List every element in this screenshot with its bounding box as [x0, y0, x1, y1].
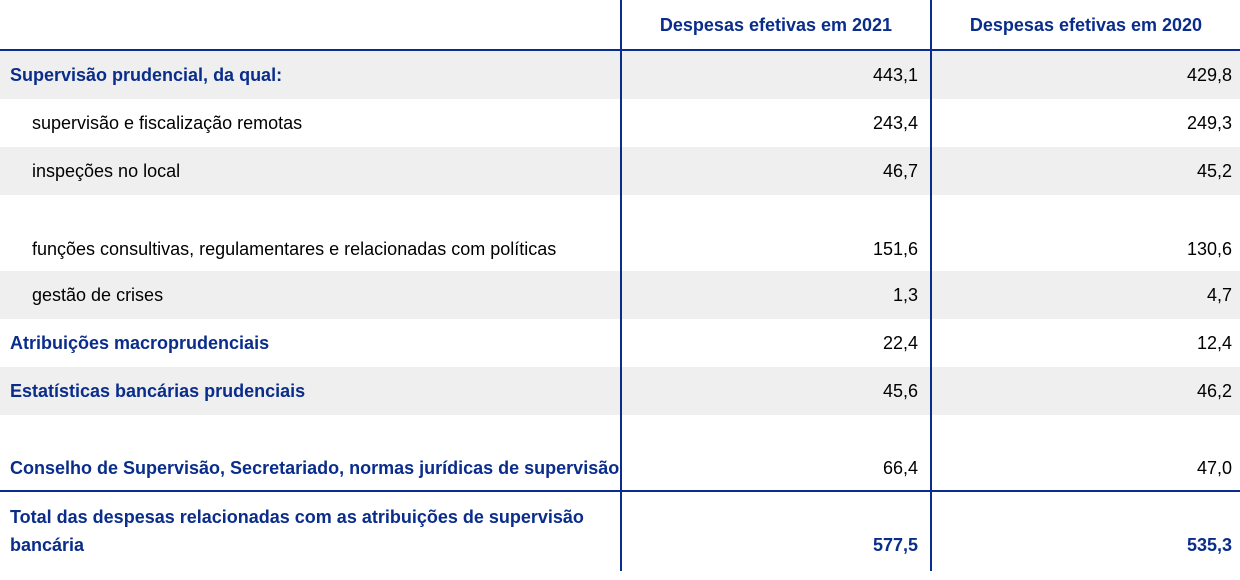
value-cell: 47,0	[930, 415, 1240, 491]
column-header: Despesas efetivas em 2020	[930, 0, 1240, 51]
row-label: Supervisão prudencial, da qual:	[0, 50, 621, 99]
table-row: supervisão e fiscalização remotas 243,4 24…	[0, 99, 1240, 147]
value-cell: 12,4	[930, 319, 1240, 367]
value-cell: 1,3	[620, 271, 931, 319]
value-cell: 45,6	[620, 367, 931, 415]
value-cell: 45,2	[930, 147, 1240, 195]
value-cell: 46,2	[930, 367, 1240, 415]
table-row: gestão de crises 1,3 4,7	[0, 271, 1240, 319]
value-cell: 151,6	[620, 195, 931, 271]
value-cell: 577,5	[620, 490, 931, 571]
value-cell: 249,3	[930, 99, 1240, 147]
value-cell: 443,1	[620, 50, 931, 99]
row-label: Atribuições macroprudenciais	[10, 333, 270, 353]
row-label: Conselho de Supervisão, Secretariado, no…	[10, 458, 620, 478]
row-label: gestão de crises	[0, 271, 621, 319]
table-row: Atribuições macroprudenciais 22,4 12,4	[0, 319, 1240, 367]
value-cell: 66,4	[620, 415, 931, 491]
row-label: inspeções no local	[0, 147, 621, 195]
row-label: funções consultivas, regulamentares e re…	[32, 239, 557, 259]
column-header: Despesas efetivas em 2021	[620, 0, 931, 51]
table-row: inspeções no local 46,7 45,2	[0, 147, 1240, 195]
table-row: Supervisão prudencial, da qual: 443,1 429,…	[0, 50, 1240, 99]
row-label: supervisão e fiscalização remotas	[32, 113, 303, 133]
row-label: Estatísticas bancárias prudenciais	[0, 367, 621, 415]
row-label: Total das despesas relacionadas com as a…	[0, 490, 621, 571]
value-cell: 429,8	[930, 50, 1240, 99]
value-cell: 243,4	[620, 99, 931, 147]
header-empty	[0, 0, 621, 51]
value-cell: 535,3	[930, 490, 1240, 571]
table-row: Estatísticas bancárias prudenciais 45,6 46…	[0, 367, 1240, 415]
value-cell: 46,7	[620, 147, 931, 195]
value-cell: 22,4	[620, 319, 931, 367]
value-cell: 130,6	[930, 195, 1240, 271]
value-cell: 4,7	[930, 271, 1240, 319]
table-row: funções consultivas, regulamentares e re…	[0, 195, 1240, 271]
table-row: Conselho de Supervisão, Secretariado, no…	[0, 415, 1240, 491]
header-row: Despesas efetivas em 2021 Despesas efeti…	[0, 0, 1240, 51]
table-row: Total das despesas relacionadas com as a…	[0, 490, 1240, 571]
